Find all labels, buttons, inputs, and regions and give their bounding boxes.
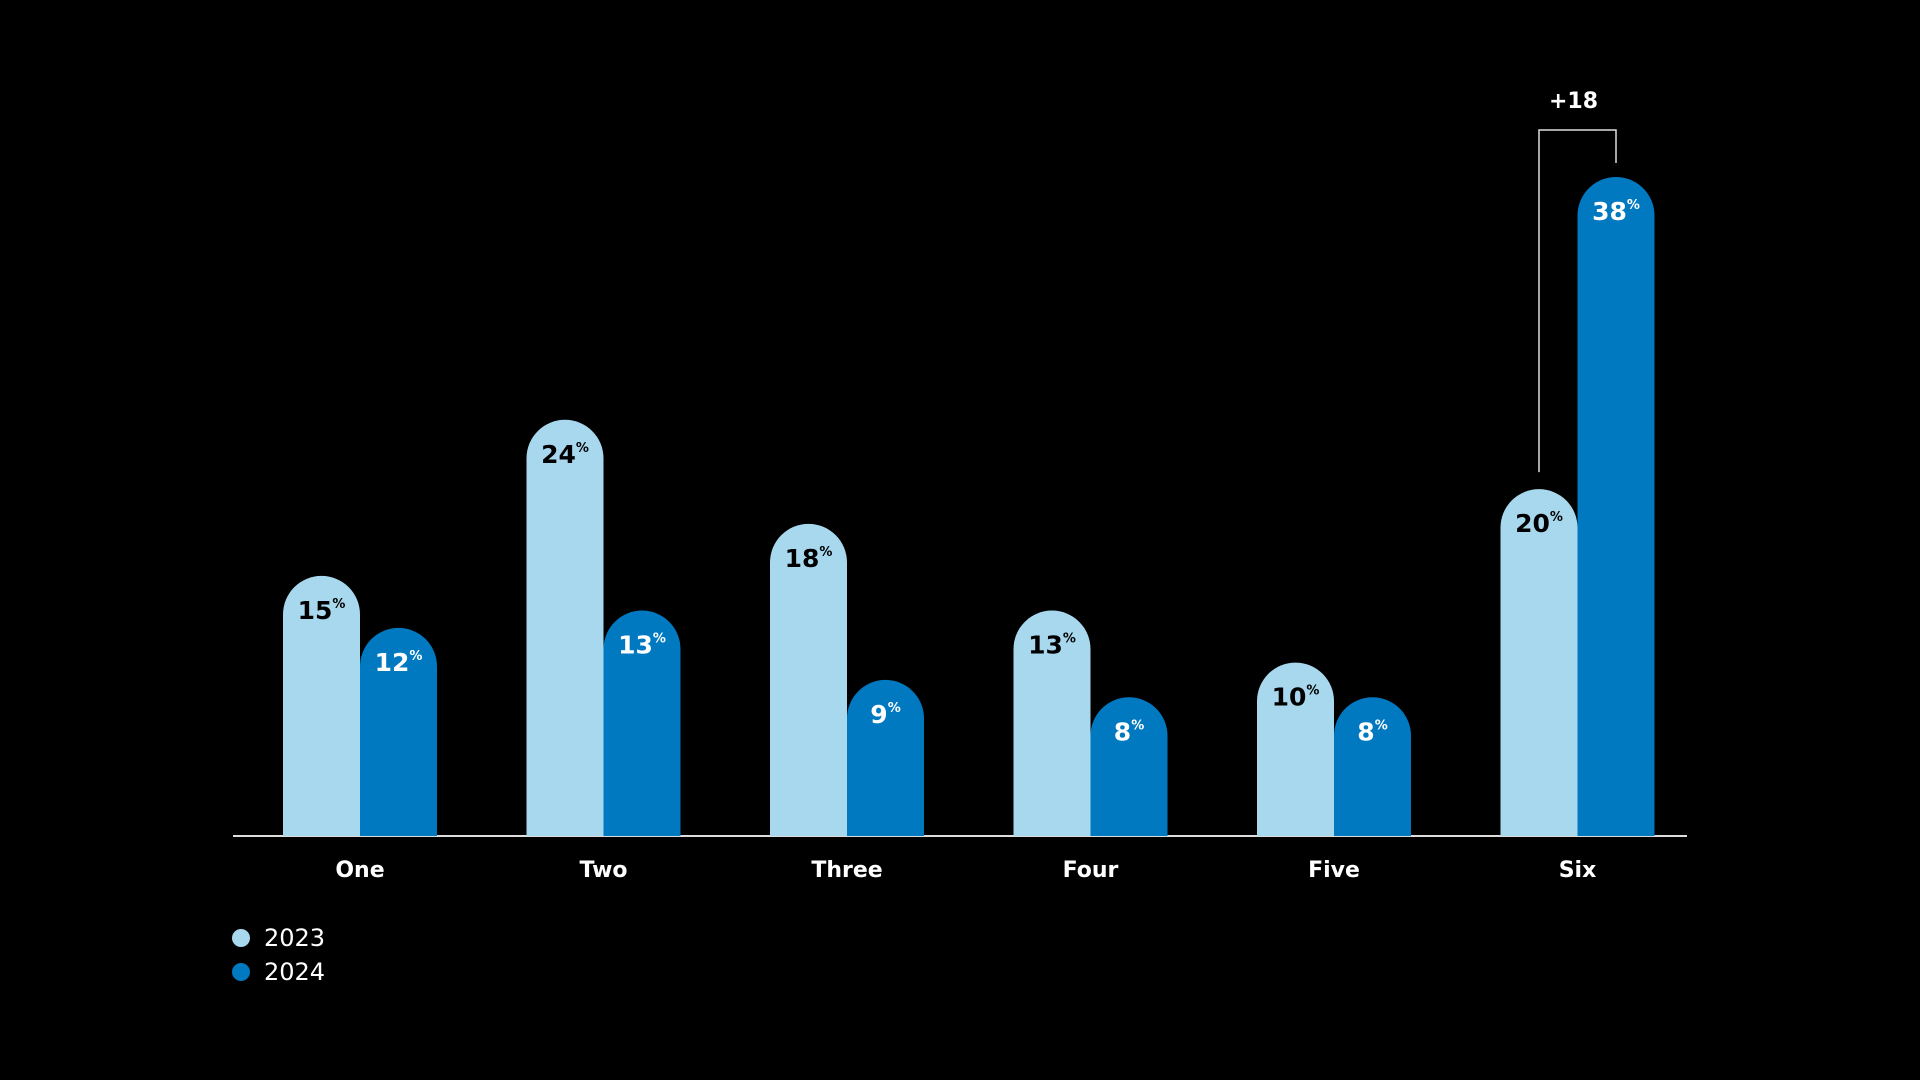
x-tick-label: Six — [1559, 858, 1597, 883]
bar — [770, 523, 847, 836]
bar — [283, 575, 360, 836]
value-number: 12 — [375, 648, 410, 677]
x-tick-label: One — [335, 858, 384, 883]
value-unit: % — [888, 700, 901, 715]
x-tick-label: Four — [1063, 858, 1119, 883]
value-unit: % — [1131, 718, 1144, 733]
value-label: 13% — [618, 631, 666, 660]
bar — [847, 679, 924, 836]
annotation-bracket — [1538, 129, 1617, 473]
value-unit: % — [409, 648, 422, 663]
bar — [360, 627, 437, 836]
legend-label: 2024 — [264, 958, 325, 986]
value-number: 8 — [1357, 717, 1374, 746]
legend-swatch — [232, 929, 250, 947]
x-tick-label: Five — [1308, 858, 1360, 883]
value-label: 20% — [1515, 509, 1563, 538]
bar — [1013, 610, 1091, 836]
annotation: +18 — [1549, 89, 1598, 114]
x-tick-label: Two — [579, 858, 627, 883]
value-label: 15% — [298, 596, 346, 625]
bar — [1090, 697, 1168, 836]
value-label: 38% — [1592, 197, 1640, 226]
bar — [1577, 177, 1655, 836]
bar — [526, 419, 604, 836]
value-unit: % — [1306, 683, 1319, 698]
bar — [1500, 489, 1578, 836]
value-number: 13 — [618, 631, 653, 660]
value-number: 8 — [1114, 717, 1131, 746]
value-number: 13 — [1028, 631, 1063, 660]
value-unit: % — [1550, 510, 1563, 525]
value-unit: % — [332, 596, 345, 611]
value-label: 10% — [1272, 683, 1320, 712]
value-unit: % — [653, 631, 666, 646]
value-number: 20 — [1515, 509, 1550, 538]
bar — [1334, 697, 1411, 836]
legend-label: 2023 — [264, 924, 325, 952]
value-label: 24% — [541, 440, 589, 469]
value-label: 18% — [785, 544, 833, 573]
value-number: 18 — [785, 544, 820, 573]
value-unit: % — [819, 544, 832, 559]
value-unit: % — [1375, 718, 1388, 733]
value-label: 9% — [870, 700, 900, 729]
x-tick-label: Three — [811, 858, 882, 883]
value-label: 8% — [1114, 717, 1144, 746]
value-number: 15 — [298, 596, 333, 625]
value-unit: % — [1063, 631, 1076, 646]
value-label: 13% — [1028, 631, 1076, 660]
value-number: 38 — [1592, 197, 1627, 226]
value-label: 12% — [375, 648, 423, 677]
value-number: 10 — [1272, 683, 1307, 712]
value-unit: % — [1627, 198, 1640, 213]
value-label: 8% — [1357, 717, 1387, 746]
bar — [603, 610, 681, 836]
bar — [1257, 662, 1334, 836]
value-number: 24 — [541, 440, 576, 469]
value-unit: % — [576, 440, 589, 455]
legend-swatch — [232, 963, 250, 981]
value-number: 9 — [870, 700, 887, 729]
